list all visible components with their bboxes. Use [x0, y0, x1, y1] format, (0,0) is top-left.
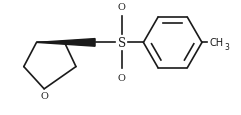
Text: O: O	[118, 3, 126, 12]
Text: O: O	[118, 73, 126, 82]
Text: S: S	[118, 37, 126, 49]
Text: O: O	[40, 91, 48, 100]
Text: 3: 3	[224, 43, 229, 52]
Text: CH: CH	[210, 38, 224, 48]
Polygon shape	[36, 39, 95, 47]
Text: O: O	[87, 39, 94, 47]
